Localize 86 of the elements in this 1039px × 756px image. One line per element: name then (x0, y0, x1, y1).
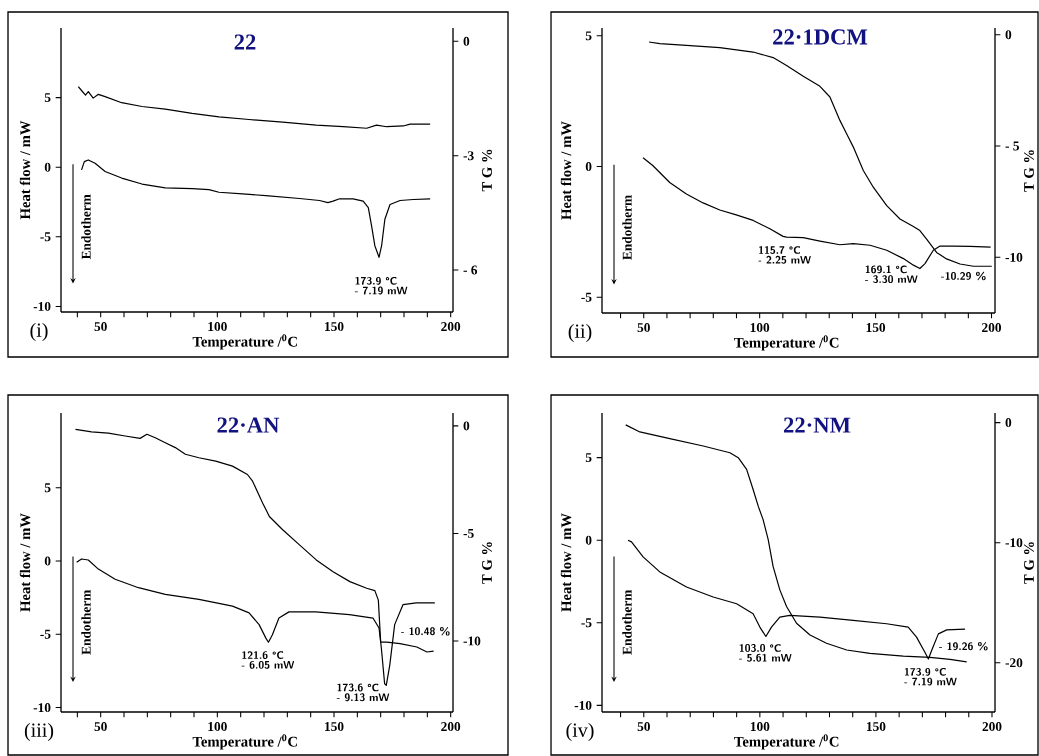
y-tick-label: -5 (581, 618, 592, 628)
x-tick-label: 50 (637, 722, 650, 732)
y2-tick-label: 0 (463, 36, 470, 46)
y-tick-label: -10 (574, 700, 592, 710)
annotation: - 5.61 mW (738, 653, 792, 662)
annotation: - 6.05 mW (241, 660, 295, 669)
annotation: Endotherm (622, 589, 632, 655)
y-tick-label: 5 (44, 483, 51, 493)
chart-title: 22·1DCM (773, 29, 868, 45)
chart-title: 22·AN (217, 417, 280, 433)
x-tick-label: 100 (208, 322, 227, 332)
y-axis-title: Heat flow / mW (560, 121, 572, 220)
x-axis-title: Temperature /$^{0}$C (192, 334, 297, 350)
x-tick-label: 50 (94, 722, 107, 732)
y2-tick-label: -10 (1005, 538, 1023, 548)
y-tick-label: 5 (585, 453, 592, 463)
y2-tick-label: - 6 (463, 265, 478, 275)
x-tick-label: 150 (866, 722, 886, 732)
y2-axis-title: T G % (1024, 150, 1034, 192)
y2-axis-title: T G % (1024, 542, 1034, 584)
annotation: - 2.25 mW (758, 255, 811, 264)
x-axis-title: Temperature /$^{0}$C (192, 734, 297, 750)
text: (i) (30, 322, 48, 342)
annotation: -10.29 % (940, 271, 986, 281)
y-tick-label: -5 (581, 292, 592, 302)
annotation: - 9.13 mW (336, 693, 390, 702)
text: (iv) (566, 722, 594, 742)
x-tick-label: 150 (325, 322, 344, 332)
y2-tick-label: 0 (1005, 30, 1012, 40)
annotation: 169.1 °C (865, 265, 907, 274)
y2-axis-title: T G % (482, 542, 492, 584)
y-tick-label: -10 (33, 703, 51, 713)
y2-tick-label: 0 (1005, 418, 1012, 428)
text: (ii) (568, 323, 592, 343)
annotation: Endotherm (622, 195, 632, 260)
x-tick-label: 200 (982, 722, 1002, 732)
annotation: - 19.26 % (938, 641, 988, 651)
annotation: - 3.30 mW (864, 275, 918, 284)
annotation: - 10.48 % (400, 626, 450, 636)
x-tick-label: 150 (866, 323, 886, 333)
y2-tick-label: -10 (463, 636, 481, 646)
text: (iii) (24, 722, 54, 742)
line-series (77, 86, 431, 129)
y-tick-label: 0 (585, 535, 592, 545)
line-series (80, 159, 431, 258)
x-tick-label: 100 (750, 323, 770, 333)
x-tick-label: 100 (750, 722, 770, 732)
x-axis-title: Temperature /$^{0}$C (734, 734, 839, 750)
annotation: 115.7 °C (758, 246, 801, 254)
y2-tick-label: 0 (463, 421, 470, 431)
y2-tick-label: -5 (463, 529, 474, 538)
chart-title: 22·NM (783, 417, 851, 433)
annotation: 173.9 °C (355, 276, 397, 285)
x-axis-title: Temperature /$^{0}$C (734, 335, 839, 351)
y-axis-title: Heat flow / mW (19, 120, 31, 220)
y-tick-label: 0 (585, 162, 592, 172)
y2-tick-label: -3 (463, 151, 474, 161)
y2-axis-title: T G % (482, 149, 492, 192)
x-tick-label: 200 (441, 322, 461, 332)
y2-tick-label: -20 (1005, 658, 1023, 668)
x-tick-label: 150 (325, 722, 344, 732)
annotation: 121.6 °C (242, 651, 284, 660)
y-tick-label: 5 (585, 31, 592, 41)
annotation: 173.6 °C (337, 683, 379, 692)
y-axis-title: Heat flow / mW (19, 513, 31, 612)
y-axis-title: Heat flow / mW (560, 513, 572, 612)
x-tick-label: 200 (441, 722, 461, 732)
annotation: - 7.19 mW (904, 677, 957, 686)
y-tick-label: -10 (33, 301, 51, 311)
annotation: Endotherm (81, 194, 91, 260)
y2-tick-label: - 5 (1005, 141, 1019, 151)
x-tick-label: 50 (637, 323, 650, 333)
x-tick-label: 50 (94, 322, 107, 332)
annotation: - 7.19 mW (354, 286, 408, 295)
y2-tick-label: -10 (1005, 252, 1023, 262)
annotation: 173.9 °C (904, 667, 946, 676)
y-tick-label: -5 (40, 629, 51, 639)
chart-title: 22 (234, 34, 256, 50)
y-tick-label: -5 (40, 232, 51, 242)
y-tick-label: 5 (44, 93, 51, 103)
y-tick-label: 0 (44, 162, 51, 172)
x-tick-label: 200 (982, 323, 1002, 333)
annotation: Endotherm (81, 589, 91, 655)
y-tick-label: 0 (44, 556, 51, 566)
annotation: 103.0 °C (739, 644, 781, 652)
x-tick-label: 100 (208, 722, 227, 732)
